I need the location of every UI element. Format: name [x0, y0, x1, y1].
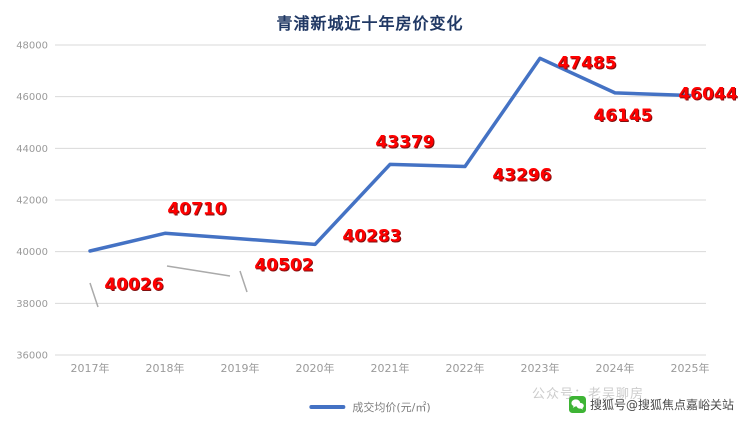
x-axis-tick: 2021年 — [371, 361, 410, 375]
y-axis-tick: 48000 — [16, 41, 48, 52]
legend-label: 成交均价(元/㎡) — [352, 401, 431, 414]
data-label: 46145 — [593, 106, 652, 126]
x-axis-tick: 2022年 — [446, 361, 485, 375]
watermark-sohu: 搜狐号@搜狐焦点嘉峪关站 — [568, 396, 734, 413]
data-label-shadow: 43296 — [493, 167, 552, 187]
chart-title: 青浦新城近十年房价变化 — [276, 14, 464, 33]
y-axis-tick: 42000 — [16, 196, 48, 207]
label-leader-line — [166, 265, 231, 277]
data-label-shadow: 46145 — [594, 107, 653, 127]
data-label-shadow: 40710 — [168, 200, 227, 220]
y-axis-tick: 38000 — [16, 299, 48, 310]
label-leader-line — [239, 270, 248, 293]
price-line — [88, 56, 692, 253]
data-label-shadow: 43379 — [376, 133, 435, 153]
data-label: 40502 — [254, 256, 313, 276]
data-label: 47485 — [557, 53, 616, 73]
watermark-wechat-account: 公众号：老吴聊房 — [531, 387, 644, 402]
y-axis-tick: 46000 — [16, 92, 48, 103]
data-label: 46044 — [678, 85, 737, 105]
data-label: 43296 — [492, 166, 551, 186]
x-axis-tick: 2024年 — [596, 361, 635, 375]
data-label: 40710 — [167, 199, 226, 219]
y-axis-tick: 40000 — [16, 247, 48, 258]
label-leader-line — [89, 282, 99, 308]
x-axis-tick: 2023年 — [521, 361, 560, 375]
x-axis-tick: 2020年 — [296, 361, 335, 375]
legend-line-swatch — [309, 405, 346, 409]
x-axis-tick: 2018年 — [146, 361, 185, 375]
data-label: 40283 — [342, 226, 401, 246]
wechat-icon — [568, 396, 586, 413]
price-line-chart: 36000 38000 40000 42000 44000 46000 48000 2017年… — [16, 41, 739, 376]
y-axis-tick: 36000 — [16, 351, 48, 362]
data-label: 40026 — [104, 275, 163, 295]
data-label-shadow: 40283 — [343, 227, 402, 247]
data-label-shadow: 40502 — [255, 257, 314, 277]
y-axis-tick: 44000 — [16, 144, 48, 155]
legend: 成交均价(元/㎡) — [309, 399, 431, 415]
x-axis-tick: 2019年 — [221, 361, 260, 375]
watermark-sohu-text: 搜狐号@搜狐焦点嘉峪关站 — [589, 398, 734, 412]
data-label: 43379 — [375, 132, 434, 152]
data-label-shadow: 47485 — [558, 54, 617, 74]
data-label-shadow: 46044 — [679, 86, 738, 106]
x-axis-tick: 2017年 — [71, 361, 110, 375]
x-axis-tick: 2025年 — [671, 361, 710, 375]
data-label-shadow: 40026 — [105, 276, 164, 296]
